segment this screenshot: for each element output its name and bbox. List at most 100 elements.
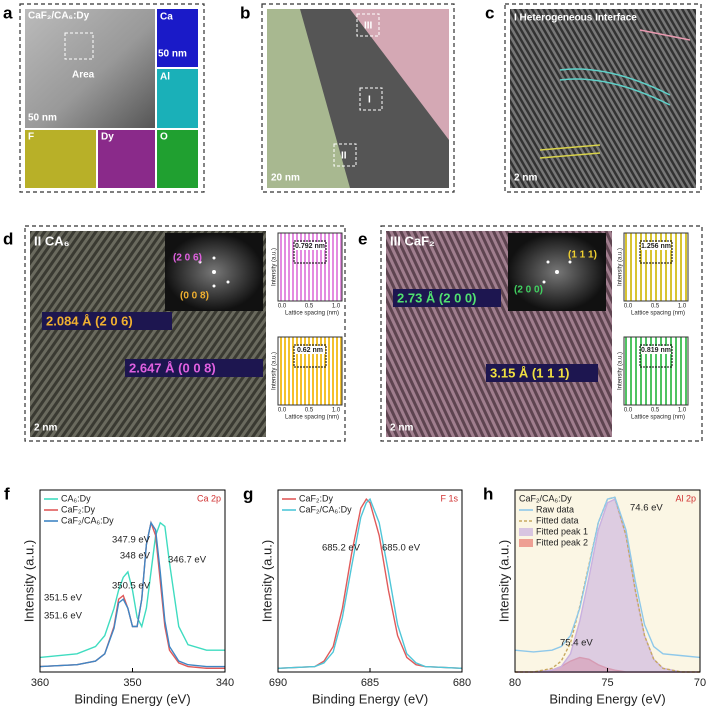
spacing-label: 2.73 Å (2 0 0)	[397, 290, 477, 305]
profile-tick: 1.0	[678, 304, 687, 310]
fft-spots	[198, 256, 230, 288]
x-tick-label: 340	[216, 677, 234, 689]
tem-image	[25, 9, 155, 128]
lattice-lines	[639, 29, 691, 41]
legend-title: CaF₂/CA₆:Dy	[519, 493, 572, 503]
x-tick-label: 690	[269, 677, 287, 689]
legend-label: CaF₂:Dy	[61, 504, 95, 514]
profile-tick: 0.0	[278, 408, 287, 414]
region-box	[333, 143, 357, 167]
profile-tick: 1.0	[332, 304, 341, 310]
peak-annotation: 685.2 eV	[322, 543, 361, 554]
fft-spots	[542, 260, 572, 284]
x-axis-title: Binding Energy (eV)	[312, 691, 428, 706]
profile-tick: 1.0	[678, 408, 687, 414]
series-line	[514, 496, 701, 659]
corner-label: Ca 2p	[197, 493, 221, 503]
peak-annotation: 74.6 eV	[630, 503, 663, 514]
map-ca	[157, 9, 198, 67]
legend-swatch	[519, 528, 533, 536]
panel-letter: b	[240, 3, 250, 22]
map-f	[25, 130, 96, 188]
panel-title: CaF₂/CA₆:Dy	[28, 11, 90, 22]
spacing-value: 1.256 nm	[641, 243, 671, 250]
peak-annotation: 75.4 eV	[560, 638, 593, 649]
legend-label: CaF₂/CA₆:Dy	[61, 515, 114, 525]
panel-title: II CA₆	[34, 233, 70, 248]
series-line	[515, 496, 700, 673]
caf2-region	[350, 9, 449, 140]
spacing-bg	[641, 346, 671, 354]
panel-frame	[380, 225, 703, 442]
fft-label: (2 0 6)	[173, 253, 202, 264]
corner-label: Al 2p	[675, 493, 696, 503]
profile-plot	[623, 232, 689, 302]
x-tick-label: 360	[31, 677, 49, 689]
spacing-bg	[295, 242, 325, 250]
x-tick-label: 70	[694, 677, 706, 689]
panel-letter: a	[3, 3, 13, 22]
x-tick-label: 350	[123, 677, 141, 689]
fitted-peak	[515, 498, 700, 673]
fft-label: (1 1 1)	[568, 250, 597, 261]
y-axis-title: Intensity (a.u.)	[496, 540, 511, 622]
label-box	[125, 359, 263, 377]
profile-xlabel: Lattice spacing (nm)	[631, 311, 685, 317]
profile-tick: 0.5	[651, 304, 660, 310]
map-label: Ca	[160, 12, 173, 23]
spacing-value: 0.819 nm	[641, 347, 671, 354]
x-axis-title: Binding Energy (eV)	[74, 691, 190, 706]
spacing-value: 0.62 nm	[297, 347, 323, 354]
profile-tick: 0.5	[305, 408, 314, 414]
panel-title: III CaF₂	[390, 233, 435, 248]
x-tick-label: 75	[601, 677, 613, 689]
panel-letter: e	[358, 229, 367, 248]
spacing-bg	[295, 346, 325, 354]
region-label: III	[364, 21, 373, 32]
spacing-value: 0.792 nm	[295, 243, 325, 250]
spacing-box	[639, 344, 673, 368]
spacing-label: 2.084 Å (2 0 6)	[46, 313, 133, 328]
legend-label: Fitted data	[536, 515, 579, 525]
profile-xlabel: Lattice spacing (nm)	[285, 415, 339, 421]
panel-frame	[19, 3, 205, 193]
region-label: II	[341, 151, 347, 162]
spacing-label: 2.647 Å (0 0 8)	[129, 360, 216, 375]
y-axis-title: Intensity (a.u.)	[259, 540, 274, 622]
scale-label: 2 nm	[390, 423, 413, 434]
series-line	[277, 497, 463, 670]
x-axis-title: Binding Energy (eV)	[549, 691, 665, 706]
map-label: O	[160, 132, 168, 143]
legend-label: Fitted peak 1	[536, 526, 588, 536]
panel-title: I Heterogeneous Interface	[514, 13, 637, 24]
profile-ylabel: Intensity (a.u.)	[272, 248, 278, 286]
profile-tick: 0.0	[624, 408, 633, 414]
legend-label: CaF₂/CA₆:Dy	[299, 504, 352, 514]
map-dy	[98, 130, 155, 188]
scale-label: 2 nm	[34, 423, 57, 434]
series-line	[277, 497, 463, 670]
panel-letter: c	[485, 3, 494, 22]
label-box	[393, 289, 501, 307]
profile-tick: 0.0	[624, 304, 633, 310]
map-label: Dy	[101, 132, 114, 143]
peak-annotation: 347.9 eV	[112, 535, 151, 546]
x-tick-label: 685	[361, 677, 379, 689]
scale-label: 2 nm	[514, 173, 537, 184]
spacing-box	[293, 240, 327, 264]
region-box	[356, 13, 380, 37]
legend-label: Fitted peak 2	[536, 537, 588, 547]
profile-tick: 0.5	[305, 304, 314, 310]
series-line	[39, 521, 225, 659]
area-label: Area	[72, 70, 95, 81]
panel-frame	[504, 3, 702, 193]
label-box	[42, 312, 172, 330]
fft-label: (2 0 0)	[514, 285, 543, 296]
x-tick-label: 80	[509, 677, 521, 689]
corner-label: F 1s	[440, 493, 458, 503]
plot-frame	[277, 489, 463, 673]
panel-frame	[261, 3, 455, 193]
panel-letter: h	[483, 484, 493, 503]
